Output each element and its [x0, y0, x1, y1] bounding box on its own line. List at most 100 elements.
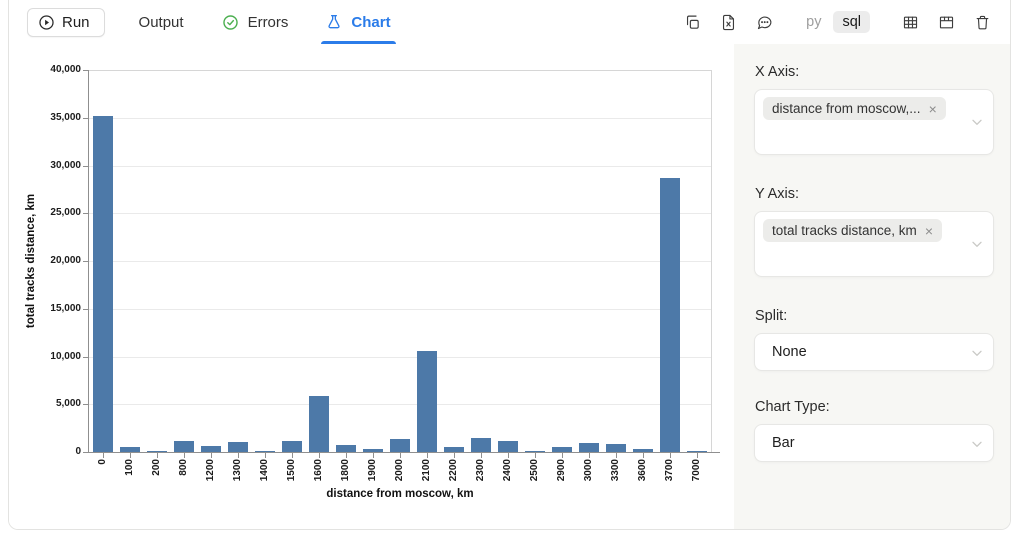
- y-axis-selected-value: total tracks distance, km: [772, 223, 917, 238]
- x-axis-selected-pill: distance from moscow,... ×: [763, 97, 946, 120]
- x-tick-label: 2300: [475, 459, 486, 482]
- gridline: [89, 118, 711, 119]
- toggle-sql[interactable]: sql: [833, 11, 870, 33]
- chart-settings-panel: X Axis: distance from moscow,... × Y Axi…: [734, 44, 1010, 529]
- bar[interactable]: [633, 449, 653, 452]
- bar[interactable]: [444, 447, 464, 452]
- y-tick: [83, 404, 88, 405]
- x-tick: [130, 453, 131, 458]
- gridline: [89, 261, 711, 262]
- bar[interactable]: [309, 396, 329, 452]
- x-tick: [400, 453, 401, 458]
- split-field-label: Split:: [755, 308, 788, 324]
- export-file-icon[interactable]: [716, 10, 740, 34]
- y-tick: [83, 452, 88, 453]
- tab-errors[interactable]: Errors: [222, 0, 288, 44]
- bar[interactable]: [255, 451, 275, 452]
- bar[interactable]: [363, 449, 383, 452]
- x-tick: [427, 453, 428, 458]
- x-tick-label: 100: [124, 459, 135, 476]
- split-select[interactable]: None: [754, 333, 994, 371]
- y-axis-selected-pill: total tracks distance, km ×: [763, 219, 942, 242]
- x-tick-label: 1500: [286, 459, 297, 482]
- chevron-down-icon[interactable]: [969, 114, 985, 135]
- gridline: [89, 70, 711, 71]
- bar[interactable]: [579, 443, 599, 452]
- tab-output[interactable]: Output: [139, 0, 184, 44]
- bar[interactable]: [525, 451, 545, 452]
- y-tick: [83, 118, 88, 119]
- y-tick-label: 35,000: [50, 112, 81, 123]
- x-tick: [616, 453, 617, 458]
- bar[interactable]: [93, 116, 113, 452]
- x-axis-select[interactable]: distance from moscow,... ×: [754, 89, 994, 155]
- x-tick: [508, 453, 509, 458]
- tab-chart-label: Chart: [351, 13, 391, 31]
- copy-icon[interactable]: [680, 10, 704, 34]
- x-tick-label: 1200: [205, 459, 216, 482]
- tab-chart[interactable]: Chart: [321, 0, 396, 44]
- run-button[interactable]: Run: [27, 7, 105, 37]
- chart-type-value: Bar: [772, 435, 795, 451]
- bar[interactable]: [660, 178, 680, 452]
- plot-right-border: [711, 70, 712, 452]
- y-tick: [83, 166, 88, 167]
- y-tick-label: 5,000: [55, 398, 81, 409]
- bar[interactable]: [282, 441, 302, 452]
- chevron-down-icon: [969, 345, 985, 365]
- x-tick-label: 3600: [637, 459, 648, 482]
- x-tick-label: 2400: [502, 459, 513, 482]
- bar[interactable]: [174, 441, 194, 452]
- x-tick: [292, 453, 293, 458]
- flask-icon: [326, 14, 342, 30]
- x-tick-label: 7000: [691, 459, 702, 482]
- gridline: [89, 166, 711, 167]
- bar[interactable]: [471, 438, 491, 452]
- table-grid-icon[interactable]: [898, 10, 922, 34]
- y-tick-label: 30,000: [50, 160, 81, 171]
- remove-x-axis-icon[interactable]: ×: [928, 100, 937, 117]
- x-tick-label: 1600: [313, 459, 324, 482]
- bar[interactable]: [147, 451, 167, 452]
- toggle-python[interactable]: py: [806, 14, 822, 30]
- bar[interactable]: [417, 351, 437, 452]
- comments-icon[interactable]: [752, 10, 776, 34]
- bar[interactable]: [498, 441, 518, 452]
- play-circle-icon: [38, 14, 55, 31]
- x-axis-title: distance from moscow, km: [326, 488, 474, 500]
- chevron-down-icon[interactable]: [969, 236, 985, 257]
- tab-bar: Output Errors Chart: [139, 0, 396, 44]
- table-rows-icon[interactable]: [934, 10, 958, 34]
- chart-type-select[interactable]: Bar: [754, 424, 994, 462]
- bar[interactable]: [687, 451, 707, 452]
- y-tick: [83, 261, 88, 262]
- x-tick-label: 1400: [259, 459, 270, 482]
- bar[interactable]: [390, 439, 410, 452]
- x-tick-label: 2100: [421, 459, 432, 482]
- x-tick: [643, 453, 644, 458]
- bar[interactable]: [606, 444, 626, 452]
- x-tick-label: 3000: [583, 459, 594, 482]
- trash-icon[interactable]: [970, 10, 994, 34]
- bar[interactable]: [201, 446, 221, 452]
- y-axis-select[interactable]: total tracks distance, km ×: [754, 211, 994, 277]
- bar[interactable]: [228, 442, 248, 452]
- y-axis-line: [88, 70, 89, 453]
- remove-y-axis-icon[interactable]: ×: [924, 222, 933, 239]
- x-tick: [697, 453, 698, 458]
- y-tick-label: 15,000: [50, 303, 81, 314]
- y-tick: [83, 213, 88, 214]
- bar[interactable]: [120, 447, 140, 452]
- x-tick-label: 0: [97, 459, 108, 465]
- bar[interactable]: [336, 445, 356, 452]
- x-tick: [238, 453, 239, 458]
- y-tick-label: 0: [75, 446, 81, 457]
- gridline: [89, 213, 711, 214]
- bar[interactable]: [552, 447, 572, 452]
- tab-output-label: Output: [138, 13, 184, 31]
- x-tick-label: 1900: [367, 459, 378, 482]
- x-tick: [589, 453, 590, 458]
- x-tick: [184, 453, 185, 458]
- y-tick-label: 10,000: [50, 351, 81, 362]
- y-tick: [83, 70, 88, 71]
